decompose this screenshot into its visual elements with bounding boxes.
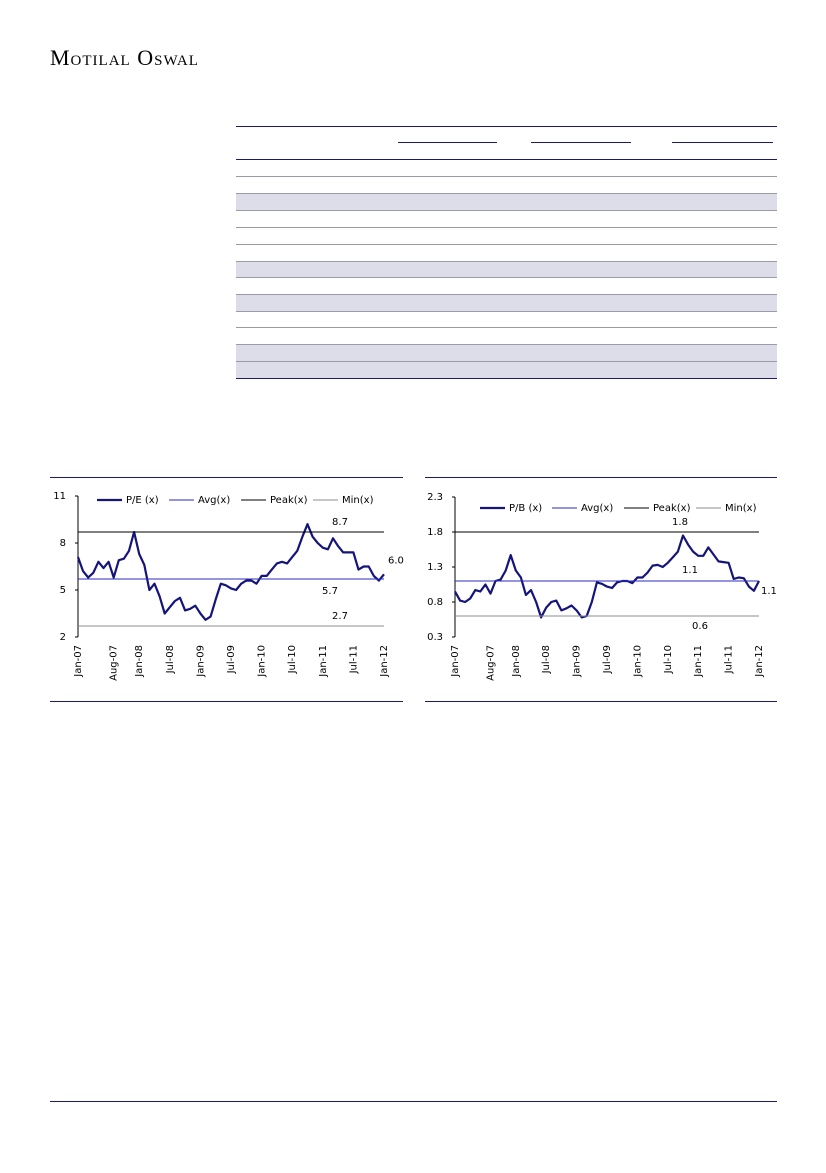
- x-tick-label: Aug-07: [485, 645, 496, 681]
- reference-label: 2.7: [332, 611, 348, 622]
- x-tick-label: Jul-10: [287, 645, 298, 674]
- y-tick-label: 1.8: [427, 527, 443, 538]
- series-line: [454, 534, 760, 619]
- x-tick-label: Aug-07: [109, 645, 120, 681]
- x-tick-label: Jan-12: [754, 645, 765, 678]
- x-tick-label: Jan-12: [379, 645, 390, 678]
- y-tick-label: 2.3: [427, 492, 443, 503]
- x-tick-label: Jan-08: [134, 645, 145, 678]
- legend-label: Peak(x): [270, 495, 308, 506]
- legend-label: Avg(x): [581, 503, 613, 514]
- table: [236, 126, 777, 379]
- y-tick-label: 0.3: [427, 632, 443, 643]
- x-tick-label: Jan-11: [693, 645, 704, 678]
- reference-label: 1.1: [682, 565, 698, 576]
- row-rules: [236, 176, 777, 362]
- row-shade: [236, 193, 777, 210]
- legend-label: Min(x): [725, 503, 757, 514]
- y-tick-label: 2: [60, 632, 66, 643]
- brand-title: Motilal Oswal: [50, 45, 199, 70]
- x-tick-label: Jan-09: [195, 645, 206, 678]
- x-tick-label: Jul-08: [541, 645, 552, 674]
- reference-label: 1.8: [672, 517, 688, 528]
- y-tick-label: 0.8: [427, 597, 443, 608]
- x-tick-label: Jan-07: [73, 645, 84, 678]
- legend-label: Peak(x): [653, 503, 691, 514]
- legend-label: Avg(x): [198, 495, 230, 506]
- y-tick-label: 8: [60, 538, 66, 549]
- x-tick-label: Jul-09: [226, 645, 237, 674]
- y-tick-label: 5: [60, 585, 66, 596]
- x-tick-label: Jul-11: [724, 645, 735, 674]
- reference-label: 0.6: [692, 621, 708, 632]
- series-line: [76, 523, 385, 621]
- legend-label: P/B (x): [509, 503, 542, 514]
- x-tick-label: Jan-08: [511, 645, 522, 678]
- reference-label: 5.7: [322, 586, 338, 597]
- data-label: 1.1: [761, 586, 777, 597]
- y-tick-label: 1.3: [427, 562, 443, 573]
- x-tick-label: Jan-10: [632, 645, 643, 678]
- x-tick-label: Jul-08: [165, 645, 176, 674]
- x-tick-label: Jan-07: [450, 645, 461, 678]
- data-label: 6.0: [388, 555, 404, 566]
- x-tick-label: Jul-10: [663, 645, 674, 674]
- y-tick-label: 11: [53, 491, 66, 502]
- x-tick-label: Jul-11: [348, 645, 359, 674]
- x-tick-label: Jan-10: [257, 645, 268, 678]
- row-shade: [236, 261, 777, 277]
- reference-label: 8.7: [332, 517, 348, 528]
- row-shade: [236, 294, 777, 311]
- legend-label: Min(x): [342, 495, 374, 506]
- x-tick-label: Jan-09: [572, 645, 583, 678]
- x-tick-label: Jan-11: [318, 645, 329, 678]
- x-tick-label: Jul-09: [602, 645, 613, 674]
- legend-label: P/E (x): [126, 495, 159, 506]
